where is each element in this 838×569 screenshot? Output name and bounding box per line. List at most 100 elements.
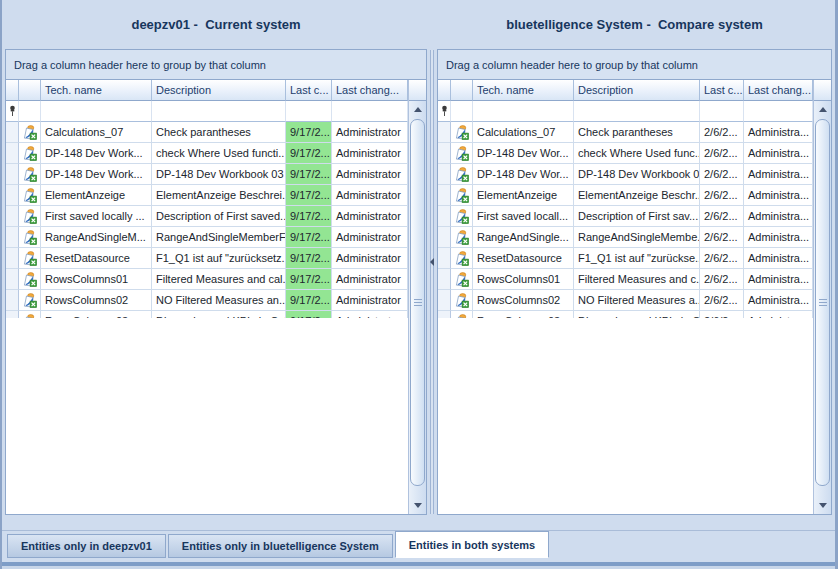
vertical-scrollbar[interactable]: [408, 80, 426, 514]
cell-description: check Where Used func...: [574, 143, 700, 164]
cell-tech-name: ElementAnzeige: [473, 185, 574, 206]
cell-last-changed: 9/17/2...: [286, 122, 332, 143]
auto-filter-row[interactable]: [6, 101, 408, 122]
filter-cell[interactable]: [19, 101, 41, 122]
table-row[interactable]: RowsColumns02 NO Filtered Measures a... …: [438, 290, 813, 311]
table-row[interactable]: DP-148 Dev Work... check Where Used func…: [6, 143, 408, 164]
table-row[interactable]: First saved locall... Description of Fir…: [438, 206, 813, 227]
scrollbar-thumb[interactable]: [410, 119, 425, 486]
cell-tech-name: RowsColumns03: [41, 311, 152, 318]
workbook-icon: [19, 248, 41, 269]
cell-tech-name: First saved locall...: [473, 206, 574, 227]
cell-last-changed-by: Administrator: [332, 164, 408, 185]
bottom-status-strip: [2, 558, 835, 569]
cell-description: ElementAnzeige Beschr...: [574, 185, 700, 206]
table-row[interactable]: DP-148 Dev Wor... check Where Used func.…: [438, 143, 813, 164]
cell-last-changed-by: Administrator: [332, 185, 408, 206]
table-row[interactable]: ResetDatasource F1_Q1 ist auf "zurückse.…: [438, 248, 813, 269]
workbook-icon: [451, 227, 473, 248]
table-row[interactable]: RangeAndSingleM... RangeAndSingleMemberF…: [6, 227, 408, 248]
column-header-last-changed[interactable]: Last c...: [700, 80, 744, 101]
row-indicator: [6, 185, 19, 206]
scroll-down-arrow-icon[interactable]: [814, 497, 831, 514]
table-row[interactable]: DP-148 Dev Work... DP-148 Dev Workbook 0…: [6, 164, 408, 185]
cell-last-changed-by: Administra...: [744, 227, 813, 248]
filter-cell[interactable]: [700, 101, 744, 122]
workbook-icon: [451, 311, 473, 318]
table-row[interactable]: ElementAnzeige ElementAnzeige Beschrei..…: [6, 185, 408, 206]
scrollbar-header-corner: [814, 80, 831, 101]
header-icon-column: [451, 80, 473, 101]
scrollbar-track[interactable]: [410, 118, 425, 497]
bottom-tab-bar: Entities only in deepzv01 Entities only …: [7, 531, 549, 558]
scrollbar-thumb[interactable]: [815, 119, 830, 486]
cell-last-changed: 9/17/2...: [286, 227, 332, 248]
column-header-last-changed-by[interactable]: Last chang...: [744, 80, 813, 101]
table-row[interactable]: Calculations_07 Check parantheses 2/6/2.…: [438, 122, 813, 143]
filter-cell[interactable]: [451, 101, 473, 122]
cell-last-changed-by: Administrator: [332, 290, 408, 311]
column-header-description[interactable]: Description: [574, 80, 700, 101]
cell-description: Check parantheses: [152, 122, 286, 143]
collapse-splitter-arrow-icon[interactable]: [430, 258, 434, 266]
table-row[interactable]: ElementAnzeige ElementAnzeige Beschr... …: [438, 185, 813, 206]
group-by-panel[interactable]: Drag a column header here to group by th…: [438, 50, 831, 80]
filter-cell[interactable]: [41, 101, 152, 122]
table-row[interactable]: RowsColumns02 NO Filtered Measures an...…: [6, 290, 408, 311]
table-row[interactable]: RowsColumns01 Filtered Measures and cal.…: [6, 269, 408, 290]
table-row[interactable]: RangeAndSingle... RangeAndSingleMembe...…: [438, 227, 813, 248]
workbook-icon: [451, 269, 473, 290]
scrollbar-track[interactable]: [815, 118, 830, 497]
table-row[interactable]: ResetDatasource F1_Q1 ist auf "zurückset…: [6, 248, 408, 269]
row-indicator: [6, 227, 19, 248]
column-header-last-changed-by[interactable]: Last chang...: [332, 80, 408, 101]
column-header-last-changed[interactable]: Last c...: [286, 80, 332, 101]
cell-last-changed: 2/6/2...: [700, 164, 744, 185]
filter-cell[interactable]: [286, 101, 332, 122]
scroll-up-arrow-icon[interactable]: [409, 101, 426, 118]
column-header-tech-name[interactable]: Tech. name: [473, 80, 574, 101]
auto-filter-row[interactable]: [438, 101, 813, 122]
filter-cell[interactable]: [574, 101, 700, 122]
filter-cell[interactable]: [744, 101, 813, 122]
tab-entities-in-both[interactable]: Entities in both systems: [395, 531, 550, 558]
row-indicator: [438, 185, 451, 206]
compare-system-grid: Drag a column header here to group by th…: [437, 49, 832, 515]
workbook-icon: [19, 227, 41, 248]
scroll-up-arrow-icon[interactable]: [814, 101, 831, 118]
workbook-icon: [451, 164, 473, 185]
scroll-down-arrow-icon[interactable]: [409, 497, 426, 514]
column-header-description[interactable]: Description: [152, 80, 286, 101]
tab-entities-only-current[interactable]: Entities only in deepzv01: [7, 534, 166, 558]
table-row[interactable]: RowsColumns03 Dimension and KPIs in Col.…: [6, 311, 408, 318]
row-indicator: [438, 164, 451, 185]
vertical-scrollbar[interactable]: [813, 80, 831, 514]
row-indicator: [438, 290, 451, 311]
tab-entities-only-compare[interactable]: Entities only in bluetelligence System: [168, 534, 393, 558]
table-row[interactable]: Calculations_07 Check parantheses 9/17/2…: [6, 122, 408, 143]
pane-splitter[interactable]: [428, 0, 436, 530]
table-row[interactable]: RowsColumns03 Dimension and KPIs in C...…: [438, 311, 813, 318]
table-row[interactable]: DP-148 Dev Wor... DP-148 Dev Workbook 03…: [438, 164, 813, 185]
table-row[interactable]: First saved locally ... Description of F…: [6, 206, 408, 227]
current-system-pane: deepzv01 - Current system Drag a column …: [4, 0, 428, 530]
row-indicator: [6, 269, 19, 290]
workbook-icon: [451, 143, 473, 164]
workbook-icon: [19, 206, 41, 227]
table-row[interactable]: RowsColumns01 Filtered Measures and c...…: [438, 269, 813, 290]
workbook-icon: [451, 290, 473, 311]
column-header-tech-name[interactable]: Tech. name: [41, 80, 152, 101]
cell-tech-name: RangeAndSingle...: [473, 227, 574, 248]
cell-description: F1_Q1 ist auf "zurückse...: [574, 248, 700, 269]
filter-cell[interactable]: [152, 101, 286, 122]
pin-icon[interactable]: [6, 101, 19, 122]
cell-last-changed: 2/6/2...: [700, 143, 744, 164]
pin-icon[interactable]: [438, 101, 451, 122]
filter-cell[interactable]: [473, 101, 574, 122]
group-by-panel[interactable]: Drag a column header here to group by th…: [6, 50, 426, 80]
splitter-bar[interactable]: [430, 50, 434, 514]
cell-description: Description of First saved...: [152, 206, 286, 227]
filter-cell[interactable]: [332, 101, 408, 122]
cell-description: Check parantheses: [574, 122, 700, 143]
row-indicator: [6, 164, 19, 185]
